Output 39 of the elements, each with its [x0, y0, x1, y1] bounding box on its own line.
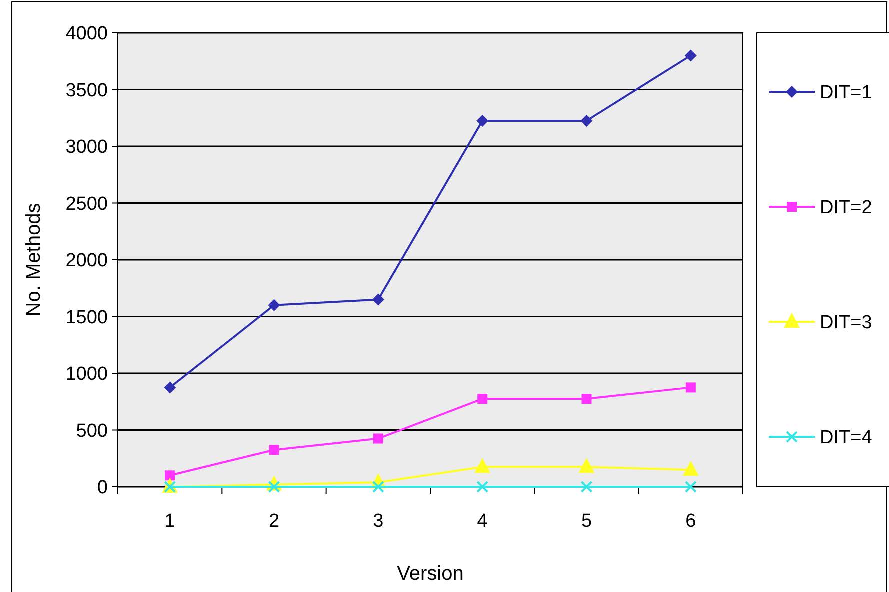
- legend-label: DIT=4: [820, 428, 873, 449]
- y-tick-label: 1500: [66, 307, 108, 328]
- point: [476, 481, 489, 493]
- point: [474, 458, 491, 474]
- legend-label: DIT=2: [820, 198, 872, 219]
- x-tick-label: 1: [164, 511, 176, 532]
- x-tick-label: 4: [477, 511, 488, 532]
- point: [268, 299, 280, 312]
- point: [373, 434, 384, 444]
- point: [269, 445, 280, 456]
- y-tick-label: 2500: [66, 194, 108, 215]
- y-tick-label: 3500: [66, 80, 108, 102]
- point: [164, 382, 176, 394]
- y-tick-label: 4000: [66, 24, 108, 45]
- x-axis-title: Version: [397, 563, 464, 585]
- point: [686, 382, 696, 393]
- point: [582, 394, 592, 404]
- point: [580, 114, 593, 127]
- point: [578, 458, 595, 474]
- y-tick-label: 0: [97, 478, 108, 499]
- y-tick-label: 1000: [66, 364, 108, 386]
- y-tick-label: 3000: [66, 137, 108, 158]
- x-tick-label: 2: [268, 511, 280, 532]
- point: [682, 460, 699, 476]
- point: [476, 114, 489, 127]
- point: [478, 394, 488, 404]
- legend-label: DIT=1: [820, 82, 872, 104]
- y-tick-label: 500: [76, 420, 108, 442]
- point: [684, 481, 697, 493]
- y-axis-title: No. Methods: [23, 203, 45, 317]
- point: [372, 294, 384, 306]
- x-tick-label: 5: [581, 511, 592, 532]
- x-tick-label: 6: [686, 511, 696, 532]
- point: [580, 481, 593, 493]
- point: [684, 50, 697, 62]
- x-tick-label: 3: [373, 511, 384, 532]
- legend-label: DIT=3: [820, 312, 872, 334]
- point: [165, 470, 176, 481]
- y-tick-label: 2000: [66, 250, 108, 272]
